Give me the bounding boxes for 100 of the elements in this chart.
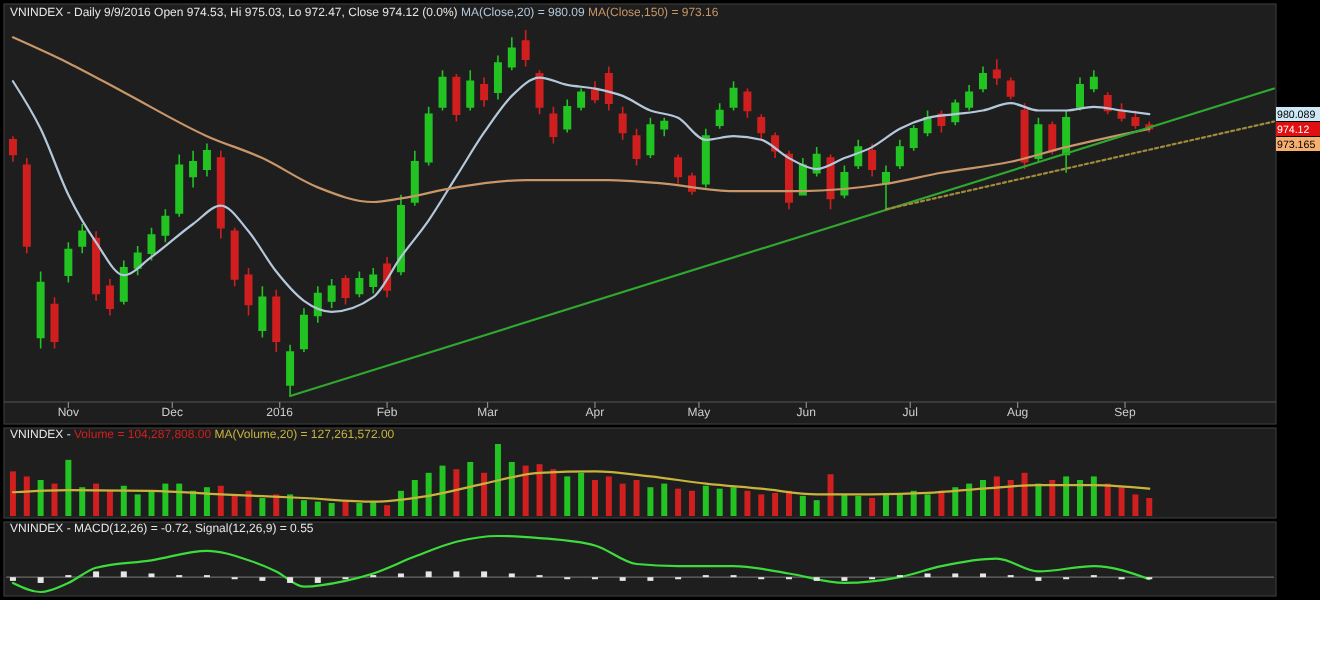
bar <box>203 487 210 516</box>
candlestick <box>1089 69 1098 94</box>
bar <box>688 490 695 516</box>
bar <box>481 472 488 516</box>
bar <box>993 476 1000 516</box>
candlestick <box>521 29 530 68</box>
candlestick <box>978 65 987 94</box>
bar <box>605 476 612 516</box>
candlestick <box>701 128 710 189</box>
candlestick <box>868 142 877 178</box>
candlestick <box>64 241 73 284</box>
bar <box>384 505 391 516</box>
bar <box>855 495 862 516</box>
bar <box>37 480 44 516</box>
bar <box>259 498 266 516</box>
candlestick <box>729 80 738 112</box>
bar <box>356 503 363 516</box>
candlestick <box>189 149 198 189</box>
bar <box>190 490 197 516</box>
bar <box>65 459 72 516</box>
candlestick <box>327 278 336 309</box>
candlestick <box>965 84 974 112</box>
bar <box>882 492 889 516</box>
bar <box>148 490 155 516</box>
candlestick <box>646 117 655 159</box>
bar <box>453 469 460 516</box>
bar <box>1132 494 1139 516</box>
bar <box>1146 498 1153 516</box>
bar <box>162 483 169 516</box>
candlestick <box>1131 109 1140 130</box>
candlestick <box>161 208 170 244</box>
bar <box>231 494 238 516</box>
bar <box>744 490 751 516</box>
bar <box>1007 480 1014 516</box>
candlestick <box>480 76 489 108</box>
bar <box>827 474 834 516</box>
candlestick <box>660 117 669 137</box>
bar <box>134 494 141 516</box>
bar <box>93 483 100 516</box>
candlestick <box>355 270 364 298</box>
candlestick <box>909 124 918 152</box>
bar <box>79 487 86 516</box>
candlestick <box>563 98 572 134</box>
candlestick <box>632 128 641 167</box>
bar <box>702 485 709 516</box>
candlestick <box>286 343 295 397</box>
candlestick <box>424 106 433 167</box>
bar <box>841 494 848 516</box>
bar <box>633 480 640 516</box>
bar <box>578 472 585 516</box>
bar <box>952 487 959 516</box>
candlestick <box>881 164 890 211</box>
bar <box>328 503 335 516</box>
candlestick <box>299 307 308 353</box>
bar <box>758 494 765 516</box>
bar <box>273 494 280 516</box>
candlestick <box>175 153 184 218</box>
candlestick <box>272 289 281 353</box>
candlestick <box>202 142 211 178</box>
bar <box>425 472 432 516</box>
bar <box>938 490 945 516</box>
bar <box>1104 483 1111 516</box>
candlestick <box>549 106 558 145</box>
candlestick <box>715 102 724 130</box>
bar <box>51 483 58 516</box>
bar <box>1118 487 1125 516</box>
bar <box>785 490 792 516</box>
bar <box>439 465 446 516</box>
bar <box>314 501 321 516</box>
bar <box>217 485 224 516</box>
bar <box>494 444 501 516</box>
bar <box>619 483 626 516</box>
bar <box>647 487 654 516</box>
bar <box>896 494 903 516</box>
candlestick <box>50 296 59 350</box>
candlestick <box>743 87 752 119</box>
candlestick <box>230 226 239 287</box>
candlestick <box>452 73 461 123</box>
candlestick <box>105 278 114 317</box>
bar <box>176 483 183 516</box>
candlestick <box>341 274 350 306</box>
candlestick <box>507 36 516 72</box>
candlestick <box>36 270 45 350</box>
candlestick <box>313 285 322 324</box>
bar <box>1049 480 1056 516</box>
bar <box>120 485 127 516</box>
candlestick <box>410 149 419 207</box>
bar <box>924 494 931 516</box>
candlestick <box>147 226 156 262</box>
candlestick <box>216 149 225 240</box>
candlestick <box>466 69 475 112</box>
bar <box>9 471 16 516</box>
candlestick <box>369 267 378 295</box>
candlestick <box>618 106 627 141</box>
candlestick <box>244 267 253 317</box>
bar <box>23 476 30 516</box>
bar <box>869 498 876 516</box>
bar <box>508 462 515 516</box>
bar <box>1090 476 1097 516</box>
bar <box>1063 476 1070 516</box>
